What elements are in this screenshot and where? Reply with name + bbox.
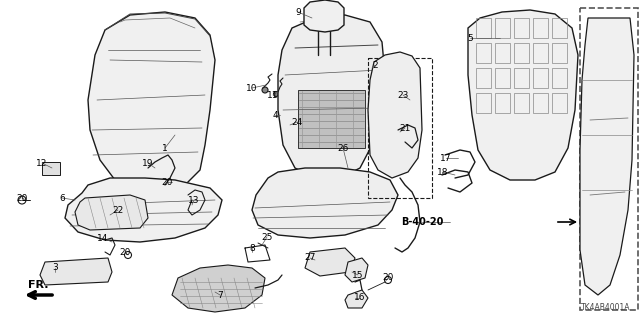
- Text: 12: 12: [36, 158, 48, 167]
- Polygon shape: [40, 258, 112, 285]
- Circle shape: [381, 84, 389, 92]
- Polygon shape: [75, 195, 148, 230]
- Text: 20: 20: [16, 194, 28, 203]
- Polygon shape: [305, 248, 355, 276]
- Text: 26: 26: [337, 143, 349, 153]
- Circle shape: [262, 87, 268, 93]
- Text: 13: 13: [188, 196, 200, 204]
- Polygon shape: [88, 12, 215, 192]
- Text: 21: 21: [399, 124, 411, 132]
- Text: 20: 20: [161, 178, 173, 187]
- Text: FR.: FR.: [28, 280, 48, 290]
- Text: 19: 19: [142, 158, 154, 167]
- Circle shape: [603, 45, 613, 55]
- Text: 6: 6: [59, 194, 65, 203]
- Circle shape: [273, 92, 278, 97]
- Polygon shape: [304, 0, 344, 32]
- Polygon shape: [345, 258, 368, 282]
- Text: 18: 18: [437, 167, 449, 177]
- Text: 1: 1: [162, 143, 168, 153]
- Polygon shape: [468, 10, 578, 180]
- Circle shape: [381, 106, 389, 114]
- Text: 7: 7: [217, 291, 223, 300]
- Text: 25: 25: [261, 233, 273, 242]
- Text: 17: 17: [440, 154, 452, 163]
- Polygon shape: [298, 90, 365, 148]
- Text: 23: 23: [397, 91, 409, 100]
- Text: 22: 22: [113, 205, 124, 214]
- Polygon shape: [278, 15, 385, 178]
- Text: 24: 24: [291, 117, 303, 126]
- Text: 2: 2: [372, 60, 378, 69]
- Polygon shape: [65, 178, 222, 242]
- Polygon shape: [42, 162, 60, 175]
- Polygon shape: [368, 52, 422, 178]
- Circle shape: [603, 135, 613, 145]
- Circle shape: [169, 179, 175, 185]
- Circle shape: [603, 180, 613, 190]
- Text: 16: 16: [355, 293, 365, 302]
- Circle shape: [603, 230, 613, 240]
- Text: 27: 27: [304, 253, 316, 262]
- Text: TK4AB4001A: TK4AB4001A: [580, 303, 630, 312]
- Text: B-40-20: B-40-20: [401, 217, 443, 227]
- Polygon shape: [252, 168, 398, 238]
- Text: 15: 15: [352, 270, 364, 279]
- Polygon shape: [580, 18, 634, 295]
- Text: 5: 5: [467, 34, 473, 43]
- Text: 20: 20: [382, 274, 394, 283]
- Circle shape: [405, 95, 415, 105]
- Circle shape: [603, 90, 613, 100]
- Polygon shape: [172, 265, 265, 312]
- Text: 10: 10: [246, 84, 258, 92]
- Text: 8: 8: [249, 244, 255, 252]
- Text: 11: 11: [268, 91, 279, 100]
- Text: 9: 9: [295, 7, 301, 17]
- Circle shape: [399, 132, 405, 138]
- Text: 14: 14: [97, 234, 109, 243]
- Text: 3: 3: [52, 263, 58, 273]
- Text: 20: 20: [119, 247, 131, 257]
- Polygon shape: [345, 290, 368, 308]
- Circle shape: [381, 126, 389, 134]
- Text: 4: 4: [272, 110, 278, 119]
